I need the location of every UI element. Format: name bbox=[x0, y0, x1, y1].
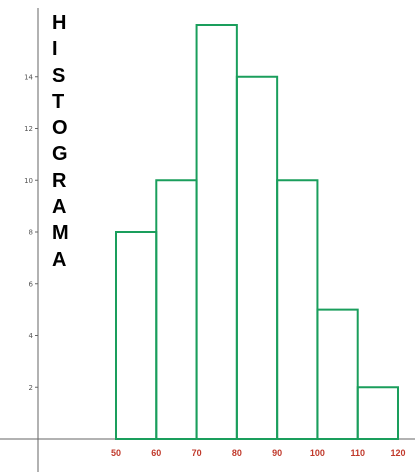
histogram-bar bbox=[195, 24, 238, 440]
title-letter: O bbox=[52, 117, 68, 140]
histogram-bar bbox=[356, 386, 400, 440]
title-letter: H bbox=[52, 12, 67, 34]
y-tick-label: 2 bbox=[29, 384, 33, 392]
y-tick-label: 6 bbox=[29, 280, 34, 288]
x-tick-label: 80 bbox=[232, 448, 242, 458]
histogram-bar bbox=[155, 179, 198, 440]
histogram-bar bbox=[316, 308, 359, 440]
y-tick-label: 4 bbox=[29, 332, 34, 340]
y-tick-label: 12 bbox=[24, 125, 33, 133]
title-letter: T bbox=[52, 90, 65, 113]
title-letter: A bbox=[52, 196, 67, 219]
x-tick-label: 100 bbox=[310, 448, 325, 458]
histogram-bar bbox=[276, 179, 319, 440]
x-tick-label: 90 bbox=[272, 448, 282, 458]
title-letter: S bbox=[52, 64, 66, 87]
x-tick-label: 50 bbox=[111, 448, 121, 458]
title-letter: M bbox=[52, 222, 69, 245]
x-tick-label: 70 bbox=[192, 448, 202, 458]
x-tick-label: 120 bbox=[390, 448, 405, 458]
x-tick-label: 110 bbox=[350, 448, 365, 458]
title-letter: A bbox=[52, 248, 67, 271]
title-letter: R bbox=[52, 169, 67, 192]
y-tick-label: 10 bbox=[24, 177, 33, 185]
title-letter: G bbox=[52, 143, 68, 166]
histogram-bar bbox=[235, 75, 279, 440]
x-tick-label: 60 bbox=[151, 448, 161, 458]
y-tick-label: 14 bbox=[24, 73, 33, 81]
histogram-bar bbox=[115, 231, 158, 440]
title-letter: I bbox=[52, 38, 58, 61]
y-tick-label: 8 bbox=[29, 229, 33, 237]
